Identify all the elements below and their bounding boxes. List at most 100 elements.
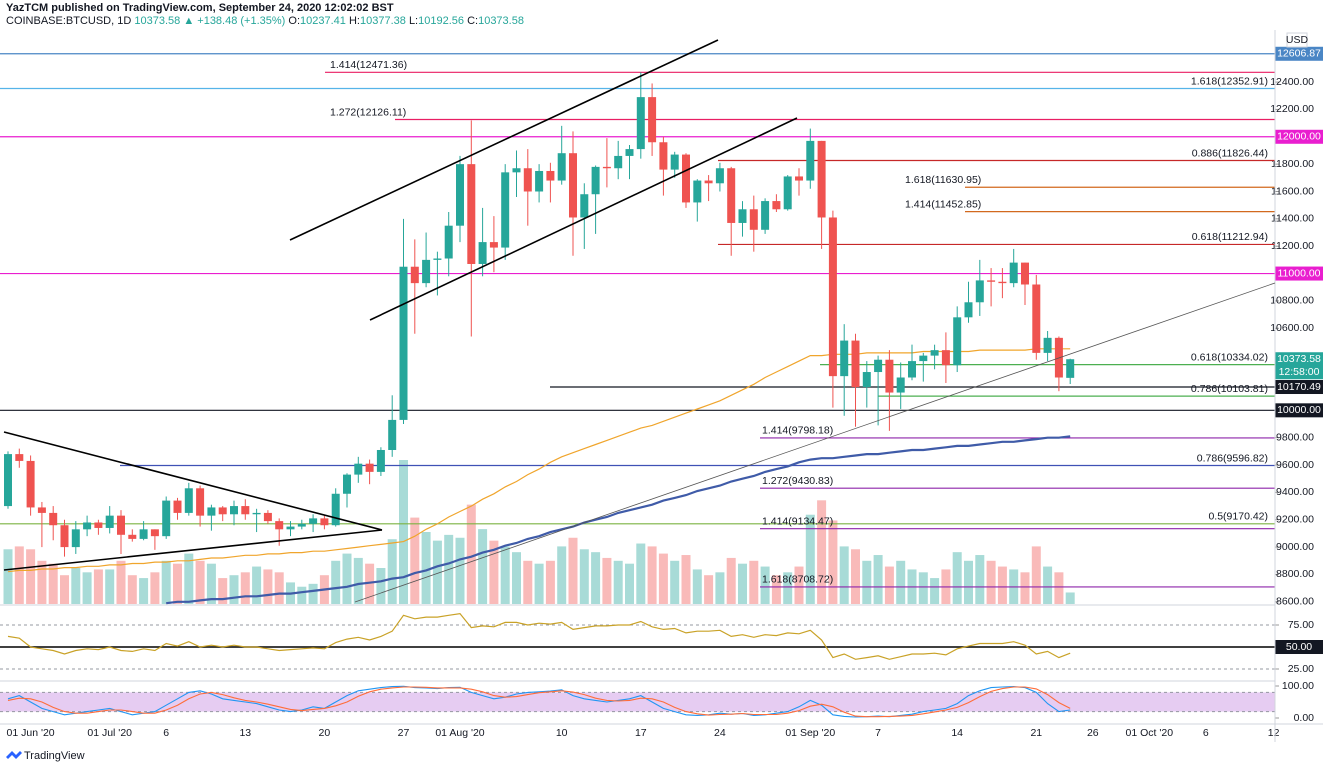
level-label: 0.618(10334.02) (1191, 351, 1268, 363)
volume-bar (48, 563, 58, 604)
band (0, 692, 1275, 712)
y-tick-label: 12200.00 (1270, 103, 1314, 115)
candle-body (738, 209, 747, 223)
volume-bar (14, 546, 24, 604)
volume-bar (1031, 546, 1041, 604)
volume-bar (489, 540, 499, 604)
candle-body (297, 523, 306, 527)
y-tick-label: 9400.00 (1276, 486, 1314, 498)
candle-body (365, 463, 374, 472)
ohlc-key: C: (467, 15, 478, 27)
volume-bar (297, 586, 307, 604)
candle-body (964, 302, 973, 318)
x-tick-label: 17 (635, 727, 647, 739)
volume-bar (500, 546, 510, 604)
volume-bar (60, 575, 69, 604)
volume-bar (930, 578, 940, 604)
volume-bar (839, 546, 849, 604)
candle-body (557, 153, 566, 181)
level-label: 0.886(11826.44) (1192, 147, 1268, 159)
candle-body (218, 507, 227, 515)
y-tick-label: 8800.00 (1276, 568, 1314, 580)
currency-box (1286, 32, 1308, 48)
candle-body (512, 168, 521, 173)
volume-bar (658, 553, 668, 604)
footer-logo (6, 751, 22, 759)
candle-body (37, 507, 46, 513)
volume-bar (139, 578, 149, 604)
volume-bar (218, 578, 228, 604)
x-tick-label: 01 Jul '20 (87, 727, 132, 739)
candle-body (309, 518, 318, 524)
volume-bar (986, 560, 996, 604)
level-label: 1.272(12126.11) (330, 106, 406, 118)
x-tick-label: 6 (1203, 727, 1209, 739)
ohlc-value: 10192.56 (418, 15, 464, 27)
volume-bar (3, 549, 13, 604)
candle-body (26, 460, 35, 508)
volume-bar (692, 569, 702, 604)
x-tick-label: 27 (398, 727, 410, 739)
volume-bar (704, 575, 714, 604)
quote-line: COINBASE:BTCUSD, 1D 10373.58 ▲ +138.48 (… (6, 15, 524, 27)
price-badge-label: 11000.00 (1277, 267, 1320, 279)
volume-bar (105, 569, 115, 604)
candle-body (569, 153, 577, 218)
volume-bar (591, 552, 601, 604)
candle-body (354, 463, 363, 475)
price-badge-label: 12000.00 (1277, 131, 1321, 143)
volume-bar (512, 552, 521, 604)
volume-bar (952, 552, 962, 604)
volume-bar (794, 566, 804, 604)
candle-body (83, 522, 92, 530)
candle-body (128, 534, 137, 539)
level-label: 0.618(11212.94) (1192, 231, 1268, 243)
candle-body (715, 168, 724, 184)
volume-bar (681, 555, 691, 604)
volume-bar (534, 563, 544, 604)
candle-body (919, 355, 928, 362)
candle-body (602, 166, 611, 169)
candle-body (399, 266, 408, 420)
candle-body (817, 140, 826, 218)
level-label: 0.786(10103.81) (1191, 383, 1268, 395)
candle-body (975, 280, 984, 303)
volume-bar (636, 543, 646, 604)
level-label: 1.618(12352.91) (1191, 75, 1268, 87)
level-label: 1.414(12471.36) (330, 59, 407, 71)
volume-bar (229, 575, 239, 604)
volume-bar (240, 572, 250, 604)
candle-body (1032, 284, 1041, 353)
ohlc-key: H: (349, 15, 360, 27)
candle-body (930, 350, 939, 356)
ma200-line (166, 435, 1071, 605)
candle-body (343, 474, 351, 494)
x-tick-label: 01 Sep '20 (785, 727, 835, 739)
candle-body (320, 518, 329, 526)
y-tick-label: 10600.00 (1270, 322, 1314, 334)
volume-bar (964, 560, 973, 604)
level-label: 1.414(9798.18) (762, 425, 833, 437)
volume-bar (263, 569, 273, 604)
candle-body (636, 97, 645, 150)
volume-bar (1043, 566, 1053, 604)
volume-bar (173, 563, 182, 604)
candle-body (433, 258, 442, 260)
volume-bar (738, 563, 747, 604)
candle-body (908, 361, 916, 378)
candle-body (410, 266, 419, 284)
volume-bar (252, 566, 262, 604)
last-price-badge (1275, 352, 1323, 380)
volume-bar (896, 560, 906, 604)
candle-body (71, 529, 80, 548)
volume-bar (161, 560, 171, 604)
y-tick-label: 9000.00 (1276, 541, 1314, 553)
candle-body (388, 419, 397, 450)
y-tick-label: 9200.00 (1276, 514, 1314, 526)
volume-bar (455, 537, 465, 604)
x-tick-label: 01 Oct '20 (1126, 727, 1174, 739)
candle-body (230, 506, 238, 515)
candle-body (478, 242, 487, 264)
level-label: 1.272(9430.83) (762, 475, 833, 487)
y-tick-label: 75.00 (1288, 619, 1314, 631)
